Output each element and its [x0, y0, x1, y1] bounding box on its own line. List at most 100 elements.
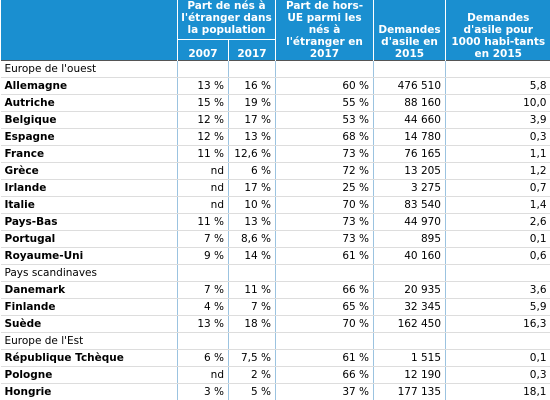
cell: 44 970 [373, 213, 446, 231]
cell: 5,9 [445, 298, 550, 316]
cell [228, 60, 276, 78]
cell: 13 % [228, 128, 276, 146]
cell: 68 % [275, 128, 374, 146]
cell [373, 332, 446, 350]
cell: 1,1 [445, 145, 550, 163]
corner [0, 0, 178, 61]
cell: 3 % [177, 383, 229, 400]
table-body: Europe de l'ouest Allemagne 13 % 16 % 60 % 47… [0, 60, 550, 400]
country-name: Grèce [0, 162, 178, 180]
cell: 20 935 [373, 281, 446, 299]
country-name: Portugal [0, 230, 178, 248]
cell: 3,9 [445, 111, 550, 129]
cell: 1,4 [445, 196, 550, 214]
cell: 476 510 [373, 77, 446, 95]
section-row: Pays scandinaves [0, 264, 550, 282]
cell: 73 % [275, 145, 374, 163]
cell: 66 % [275, 366, 374, 384]
cell: 12 % [177, 111, 229, 129]
cell: 18 % [228, 315, 276, 333]
cell: nd [177, 196, 229, 214]
cell: 60 % [275, 77, 374, 95]
cell: 0,3 [445, 366, 550, 384]
cell: 88 160 [373, 94, 446, 112]
cell: 10,0 [445, 94, 550, 112]
cell: 11 % [177, 145, 229, 163]
cell: 3,6 [445, 281, 550, 299]
cell [228, 264, 276, 282]
cell [275, 264, 374, 282]
cell: 10 % [228, 196, 276, 214]
cell [373, 60, 446, 78]
cell: 6 % [177, 349, 229, 367]
cell: 14 780 [373, 128, 446, 146]
cell: 0,1 [445, 230, 550, 248]
cell: 177 135 [373, 383, 446, 400]
data-row: République Tchèque 6 % 7,5 % 61 % 1 515 0,1 [0, 349, 550, 367]
section-title: Europe de l'Est [0, 332, 178, 350]
cell: nd [177, 179, 229, 197]
cell [177, 60, 229, 78]
country-name: Allemagne [0, 77, 178, 95]
cell: 72 % [275, 162, 374, 180]
cell: 40 160 [373, 247, 446, 265]
data-row: Belgique 12 % 17 % 53 % 44 660 3,9 [0, 111, 550, 129]
cell: 61 % [275, 349, 374, 367]
section-row: Europe de l'Est [0, 332, 550, 350]
data-row: Finlande 4 % 7 % 65 % 32 345 5,9 [0, 298, 550, 316]
cell: 14 % [228, 247, 276, 265]
cell: 0,7 [445, 179, 550, 197]
cell: 7 % [228, 298, 276, 316]
header-cell: Demandes d'asile en 2015 [373, 0, 446, 61]
cell: 2,6 [445, 213, 550, 231]
cell: 12 190 [373, 366, 446, 384]
cell: nd [177, 366, 229, 384]
country-name: Espagne [0, 128, 178, 146]
cell: 18,1 [445, 383, 550, 400]
data-row: Espagne 12 % 13 % 68 % 14 780 0,3 [0, 128, 550, 146]
cell: 0,6 [445, 247, 550, 265]
cell: 5,8 [445, 77, 550, 95]
cell: 19 % [228, 94, 276, 112]
cell: 7 % [177, 230, 229, 248]
cell [445, 332, 550, 350]
cell: 7 % [177, 281, 229, 299]
data-row: Autriche 15 % 19 % 55 % 88 160 10,0 [0, 94, 550, 112]
data-row: France 11 % 12,6 % 73 % 76 165 1,1 [0, 145, 550, 163]
cell: 55 % [275, 94, 374, 112]
cell [275, 332, 374, 350]
country-name: Irlande [0, 179, 178, 197]
country-name: Pays-Bas [0, 213, 178, 231]
cell: 70 % [275, 196, 374, 214]
cell: 1,2 [445, 162, 550, 180]
cell: 12 % [177, 128, 229, 146]
cell [177, 332, 229, 350]
data-row: Italie nd 10 % 70 % 83 540 1,4 [0, 196, 550, 214]
table-header: Part de nés à l'étranger dans la populat… [0, 0, 550, 61]
cell: 9 % [177, 247, 229, 265]
header-cell: 2007 [177, 39, 229, 61]
cell: 7,5 % [228, 349, 276, 367]
country-name: Autriche [0, 94, 178, 112]
cell: 3 275 [373, 179, 446, 197]
country-name: Suède [0, 315, 178, 333]
cell: 13 205 [373, 162, 446, 180]
cell [177, 264, 229, 282]
country-name: Royaume-Uni [0, 247, 178, 265]
country-name: Pologne [0, 366, 178, 384]
cell: 76 165 [373, 145, 446, 163]
header-cell: 2017 [228, 39, 276, 61]
data-row: Irlande nd 17 % 25 % 3 275 0,7 [0, 179, 550, 197]
cell: 6 % [228, 162, 276, 180]
data-row: Allemagne 13 % 16 % 60 % 476 510 5,8 [0, 77, 550, 95]
cell: 12,6 % [228, 145, 276, 163]
header-cell: Demandes d'asile pour 1000 habi-tants en… [445, 0, 550, 61]
data-row: Suède 13 % 18 % 70 % 162 450 16,3 [0, 315, 550, 333]
cell: 15 % [177, 94, 229, 112]
cell: nd [177, 162, 229, 180]
section-title: Pays scandinaves [0, 264, 178, 282]
cell: 13 % [177, 315, 229, 333]
header-cell: Part de hors-UE parmi les nés à l'étrang… [275, 0, 374, 61]
